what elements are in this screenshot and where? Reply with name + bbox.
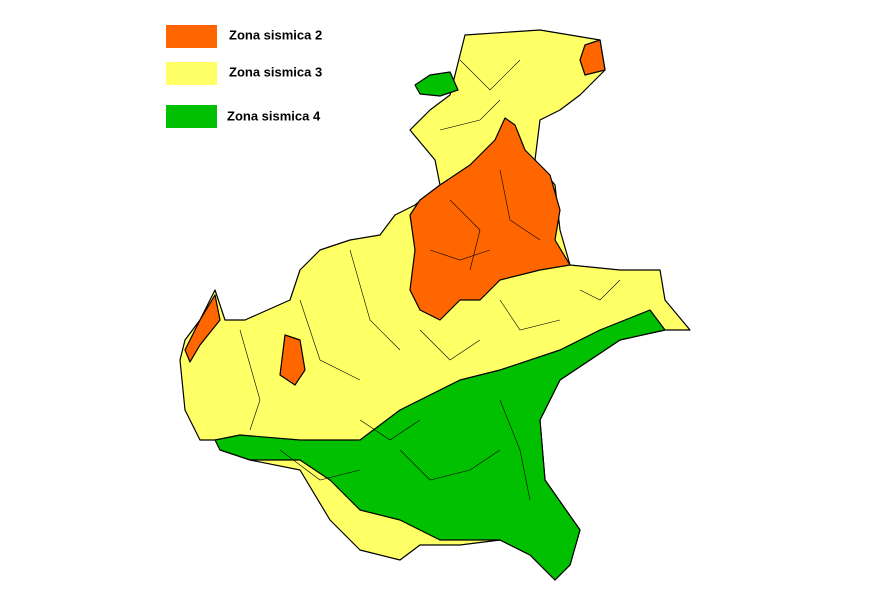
municipal-borders	[239, 59, 621, 501]
zone-4-area	[214, 309, 666, 581]
zone-2-area	[409, 117, 571, 321]
zone-2-area	[579, 39, 606, 76]
legend-swatch	[166, 25, 217, 48]
zone-4-area	[414, 71, 459, 97]
legend-swatch	[166, 105, 217, 128]
zone-2-area	[279, 334, 306, 386]
region-map	[179, 29, 691, 581]
zone-2-area	[184, 294, 221, 363]
legend: Zona sismica 2 Zona sismica 3 Zona sismi…	[166, 25, 322, 128]
legend-label: Zona sismica 2	[229, 27, 322, 42]
legend-label: Zona sismica 4	[227, 108, 321, 123]
legend-swatch	[166, 62, 217, 85]
legend-label: Zona sismica 3	[229, 64, 322, 79]
